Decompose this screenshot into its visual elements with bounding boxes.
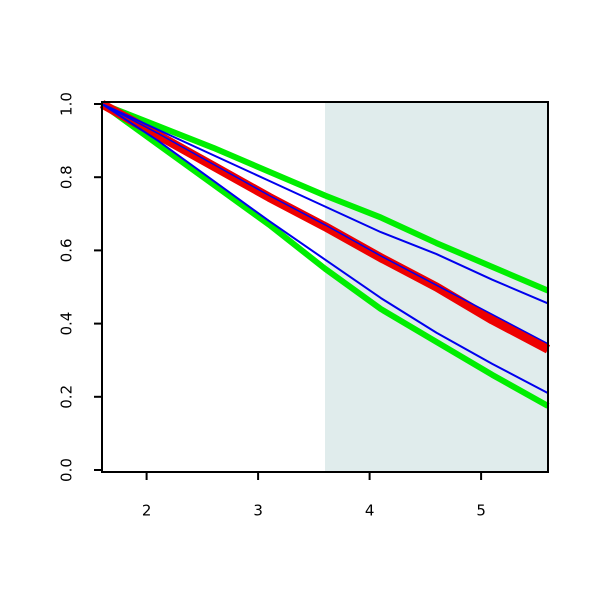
series-line: [101, 103, 549, 345]
y-tick-label: 0.0: [58, 458, 76, 482]
y-tick-label: 0.2: [58, 385, 76, 409]
series-line: [101, 103, 549, 305]
x-tick-label: 5: [476, 502, 486, 520]
series-line: [99, 100, 551, 354]
y-tick-label: 1.0: [58, 92, 76, 116]
y-tick-label: 0.8: [58, 165, 76, 189]
x-tick-label: 2: [142, 502, 152, 520]
x-tick-label: 4: [365, 502, 375, 520]
series-line: [101, 103, 549, 395]
y-tick-label: 0.4: [58, 312, 76, 336]
y-tick-label: 0.6: [58, 238, 76, 262]
series-line: [100, 101, 550, 294]
series-line: [100, 101, 550, 409]
x-tick-label: 3: [253, 502, 263, 520]
